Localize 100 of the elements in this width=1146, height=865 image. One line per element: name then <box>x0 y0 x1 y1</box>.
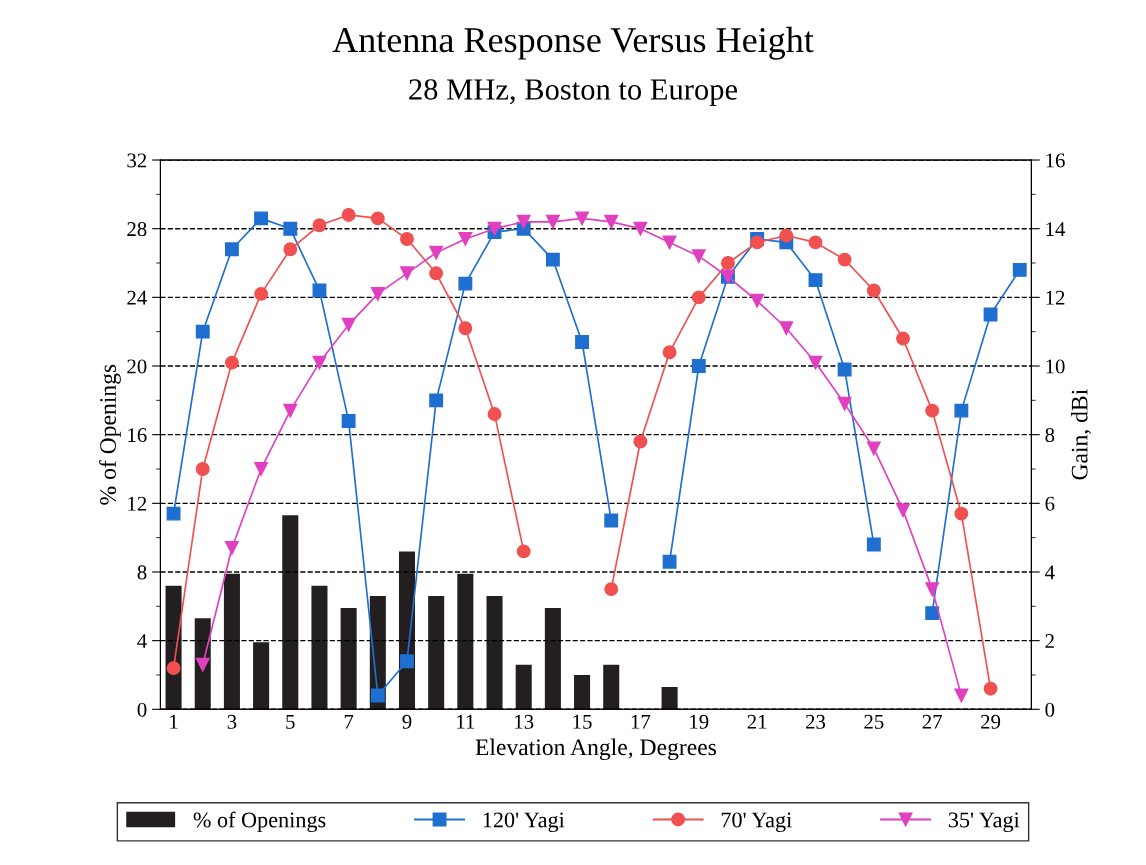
point <box>866 537 881 552</box>
x-tick-label: 9 <box>402 714 412 729</box>
bar <box>515 664 532 710</box>
x-tick-label: 19 <box>690 714 709 729</box>
y2-tick-label: 8 <box>1045 428 1055 443</box>
point <box>575 211 590 226</box>
legend-label: 35' Yagi <box>948 812 1020 833</box>
point <box>691 290 706 305</box>
point <box>195 324 210 339</box>
point <box>925 403 940 418</box>
point <box>400 232 414 246</box>
point <box>837 362 852 377</box>
point <box>604 582 619 597</box>
point <box>458 276 473 291</box>
point <box>808 355 823 370</box>
point <box>166 506 181 521</box>
x-axis-title: Elevation Angle, Degrees <box>475 738 717 761</box>
point <box>283 242 298 257</box>
x-tick-label: 17 <box>631 714 651 729</box>
point <box>750 293 765 308</box>
point <box>925 606 940 621</box>
point <box>283 403 298 418</box>
point <box>954 688 969 703</box>
x-tick-label: 15 <box>573 714 592 729</box>
point <box>604 513 619 528</box>
point <box>721 256 735 270</box>
y-tick-label: 28 <box>127 222 147 237</box>
point <box>341 317 356 332</box>
point <box>400 266 414 281</box>
point <box>866 283 881 298</box>
point <box>283 221 298 236</box>
x-tick-label: 13 <box>515 714 534 729</box>
y2-tick-label: 12 <box>1046 290 1065 305</box>
point <box>954 506 969 521</box>
point <box>370 688 385 703</box>
y2-tick-label: 0 <box>1045 702 1055 717</box>
point <box>254 286 269 301</box>
point <box>370 211 385 226</box>
x-tick-label: 27 <box>922 714 943 729</box>
x-tick-label: 5 <box>286 714 295 729</box>
point <box>662 235 677 250</box>
point <box>837 252 852 267</box>
x-tick-label: 1 <box>170 714 178 729</box>
point <box>750 235 765 250</box>
y-tick-label: 20 <box>127 359 147 374</box>
point <box>195 657 210 672</box>
bar <box>544 608 561 710</box>
y-tick-label: 16 <box>128 428 147 443</box>
point <box>1012 262 1027 277</box>
point <box>896 331 910 346</box>
point <box>429 245 444 260</box>
point <box>691 249 706 264</box>
point <box>400 654 414 669</box>
point <box>633 434 648 449</box>
chart-subtitle: 28 MHz, Boston to Europe <box>409 79 738 106</box>
point <box>254 211 269 226</box>
point <box>545 252 560 267</box>
y-tick-label: 12 <box>128 496 147 511</box>
point <box>545 214 560 229</box>
point <box>224 242 239 257</box>
point <box>487 221 502 236</box>
point <box>166 661 181 676</box>
point <box>808 235 823 250</box>
point <box>662 554 677 569</box>
point <box>312 355 327 370</box>
x-tick-label: 7 <box>344 714 354 729</box>
x-tick-label: 25 <box>864 714 884 729</box>
point <box>458 232 473 246</box>
y2-tick-label: 6 <box>1045 496 1055 511</box>
point <box>195 462 210 476</box>
point <box>779 321 794 336</box>
y2-axis-title: Gain, dBi <box>1070 389 1091 480</box>
point <box>691 359 706 373</box>
y-tick-label: 8 <box>137 565 147 580</box>
bar <box>603 664 620 710</box>
x-tick-label: 29 <box>981 714 1001 729</box>
y2-tick-label: 16 <box>1046 153 1065 168</box>
point <box>633 221 648 236</box>
point <box>224 355 239 370</box>
bar <box>486 596 503 710</box>
point <box>575 335 590 349</box>
legend-label: 120' Yagi <box>483 812 565 833</box>
point <box>662 345 677 360</box>
x-tick-label: 21 <box>747 714 767 729</box>
point <box>837 396 852 411</box>
point <box>954 403 969 418</box>
y-tick-label: 32 <box>127 153 147 168</box>
bar <box>574 674 591 710</box>
bar <box>253 642 270 710</box>
point <box>458 321 473 336</box>
point <box>341 413 356 428</box>
point <box>224 541 239 555</box>
y-tick-label: 24 <box>127 290 147 305</box>
point <box>925 582 940 597</box>
bar <box>428 596 445 710</box>
y2-tick-label: 4 <box>1045 565 1055 580</box>
bar <box>457 573 474 710</box>
x-tick-label: 11 <box>457 714 475 729</box>
chart-title: Antenna Response Versus Height <box>332 26 814 60</box>
point <box>516 214 531 229</box>
